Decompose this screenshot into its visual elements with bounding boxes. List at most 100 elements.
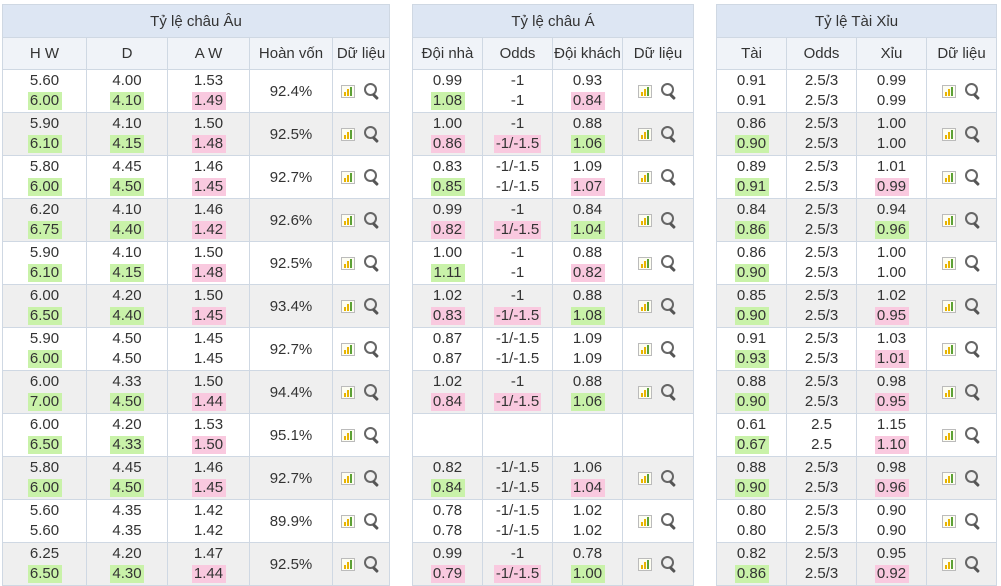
- chart-icon[interactable]: [941, 127, 956, 141]
- chart-icon[interactable]: [341, 514, 356, 528]
- chart-icon[interactable]: [941, 557, 956, 571]
- chart-icon[interactable]: [941, 385, 956, 399]
- search-icon[interactable]: [660, 254, 678, 272]
- search-icon[interactable]: [660, 512, 678, 530]
- draw-current: 4.10: [110, 92, 144, 110]
- search-icon[interactable]: [660, 125, 678, 143]
- total-line-cell: 2.5/3 2.5/3: [786, 327, 857, 371]
- chart-icon[interactable]: [341, 170, 356, 184]
- search-icon[interactable]: [964, 82, 982, 100]
- search-icon[interactable]: [964, 297, 982, 315]
- chart-icon[interactable]: [638, 299, 652, 313]
- total-line-open: 2.5/3: [804, 545, 839, 562]
- chart-icon[interactable]: [638, 385, 652, 399]
- search-icon[interactable]: [363, 297, 381, 315]
- search-icon[interactable]: [964, 340, 982, 358]
- chart-icon[interactable]: [638, 557, 652, 571]
- draw-open: 4.10: [112, 115, 142, 132]
- search-icon[interactable]: [363, 254, 381, 272]
- over-under-table: Tỷ lệ Tài Xỉu Tài Odds Xỉu Dữ liệu 0.91 0…: [715, 4, 998, 586]
- home-odds-open: 0.99: [432, 72, 463, 89]
- search-icon[interactable]: [660, 168, 678, 186]
- away-odds-open: 1.02: [572, 502, 603, 519]
- chart-icon[interactable]: [941, 256, 956, 270]
- chart-icon[interactable]: [341, 127, 356, 141]
- search-icon[interactable]: [660, 82, 678, 100]
- chart-icon[interactable]: [341, 84, 356, 98]
- chart-icon[interactable]: [341, 385, 356, 399]
- search-icon[interactable]: [964, 512, 982, 530]
- search-icon[interactable]: [964, 125, 982, 143]
- home-odds-cell: 1.02 0.84: [412, 370, 483, 414]
- chart-icon[interactable]: [638, 127, 652, 141]
- total-line-cell: 2.5/3 2.5/3: [786, 542, 857, 586]
- chart-icon[interactable]: [941, 428, 956, 442]
- away-odds-current: 1.04: [570, 221, 605, 239]
- home-odds-open: 0.87: [432, 330, 463, 347]
- search-icon[interactable]: [660, 297, 678, 315]
- search-icon[interactable]: [964, 426, 982, 444]
- handicap-current: -1/-1.5: [493, 307, 542, 325]
- search-icon[interactable]: [363, 383, 381, 401]
- chart-icon[interactable]: [341, 428, 356, 442]
- table-row: 0.84 0.86 2.5/3 2.5/3 0.94 0.96: [716, 198, 998, 242]
- search-icon[interactable]: [363, 469, 381, 487]
- chart-icon[interactable]: [941, 471, 956, 485]
- chart-icon[interactable]: [941, 213, 956, 227]
- chart-icon[interactable]: [941, 84, 956, 98]
- search-icon[interactable]: [363, 426, 381, 444]
- data-links-cell: [622, 198, 694, 242]
- chart-icon[interactable]: [341, 299, 356, 313]
- chart-icon[interactable]: [941, 342, 956, 356]
- data-links-cell: [925, 284, 998, 328]
- away-odds-open: 0.93: [572, 72, 603, 89]
- under-odds-cell: 0.98 0.95: [856, 370, 927, 414]
- search-icon[interactable]: [363, 168, 381, 186]
- chart-icon[interactable]: [941, 299, 956, 313]
- search-icon[interactable]: [660, 340, 678, 358]
- search-icon[interactable]: [964, 168, 982, 186]
- chart-icon[interactable]: [341, 471, 356, 485]
- chart-icon[interactable]: [638, 514, 652, 528]
- search-icon[interactable]: [363, 340, 381, 358]
- chart-icon[interactable]: [638, 170, 652, 184]
- search-icon[interactable]: [363, 211, 381, 229]
- total-line-open: 2.5/3: [804, 287, 839, 304]
- table-row: 0.61 0.67 2.5 2.5 1.15 1.10: [716, 413, 998, 457]
- chart-icon[interactable]: [638, 256, 652, 270]
- search-icon[interactable]: [964, 469, 982, 487]
- data-links-cell: [622, 112, 694, 156]
- total-line-cell: 2.5 2.5: [786, 413, 857, 457]
- chart-icon[interactable]: [341, 256, 356, 270]
- search-icon[interactable]: [964, 555, 982, 573]
- search-icon[interactable]: [964, 211, 982, 229]
- search-icon[interactable]: [660, 211, 678, 229]
- under-odds-open: 0.90: [876, 502, 907, 519]
- chart-icon[interactable]: [941, 514, 956, 528]
- total-line-cell: 2.5/3 2.5/3: [786, 198, 857, 242]
- away-win-open: 1.46: [193, 201, 224, 218]
- search-icon[interactable]: [363, 512, 381, 530]
- under-odds-open: 1.03: [876, 330, 907, 347]
- search-icon[interactable]: [363, 555, 381, 573]
- chart-icon[interactable]: [341, 557, 356, 571]
- search-icon[interactable]: [363, 82, 381, 100]
- search-icon[interactable]: [660, 383, 678, 401]
- chart-icon[interactable]: [638, 342, 652, 356]
- under-odds-current: 0.99: [876, 92, 907, 109]
- chart-icon[interactable]: [941, 170, 956, 184]
- handicap-open: -1: [510, 115, 525, 132]
- chart-icon[interactable]: [341, 342, 356, 356]
- home-win-open: 6.20: [29, 201, 60, 218]
- chart-icon[interactable]: [638, 84, 652, 98]
- search-icon[interactable]: [660, 469, 678, 487]
- search-icon[interactable]: [660, 555, 678, 573]
- search-icon[interactable]: [363, 125, 381, 143]
- home-win-open: 5.60: [29, 502, 60, 519]
- chart-icon[interactable]: [638, 471, 652, 485]
- search-icon[interactable]: [964, 254, 982, 272]
- chart-icon[interactable]: [638, 213, 652, 227]
- search-icon[interactable]: [964, 383, 982, 401]
- home-win-cell: 5.90 6.00: [2, 327, 87, 371]
- chart-icon[interactable]: [341, 213, 356, 227]
